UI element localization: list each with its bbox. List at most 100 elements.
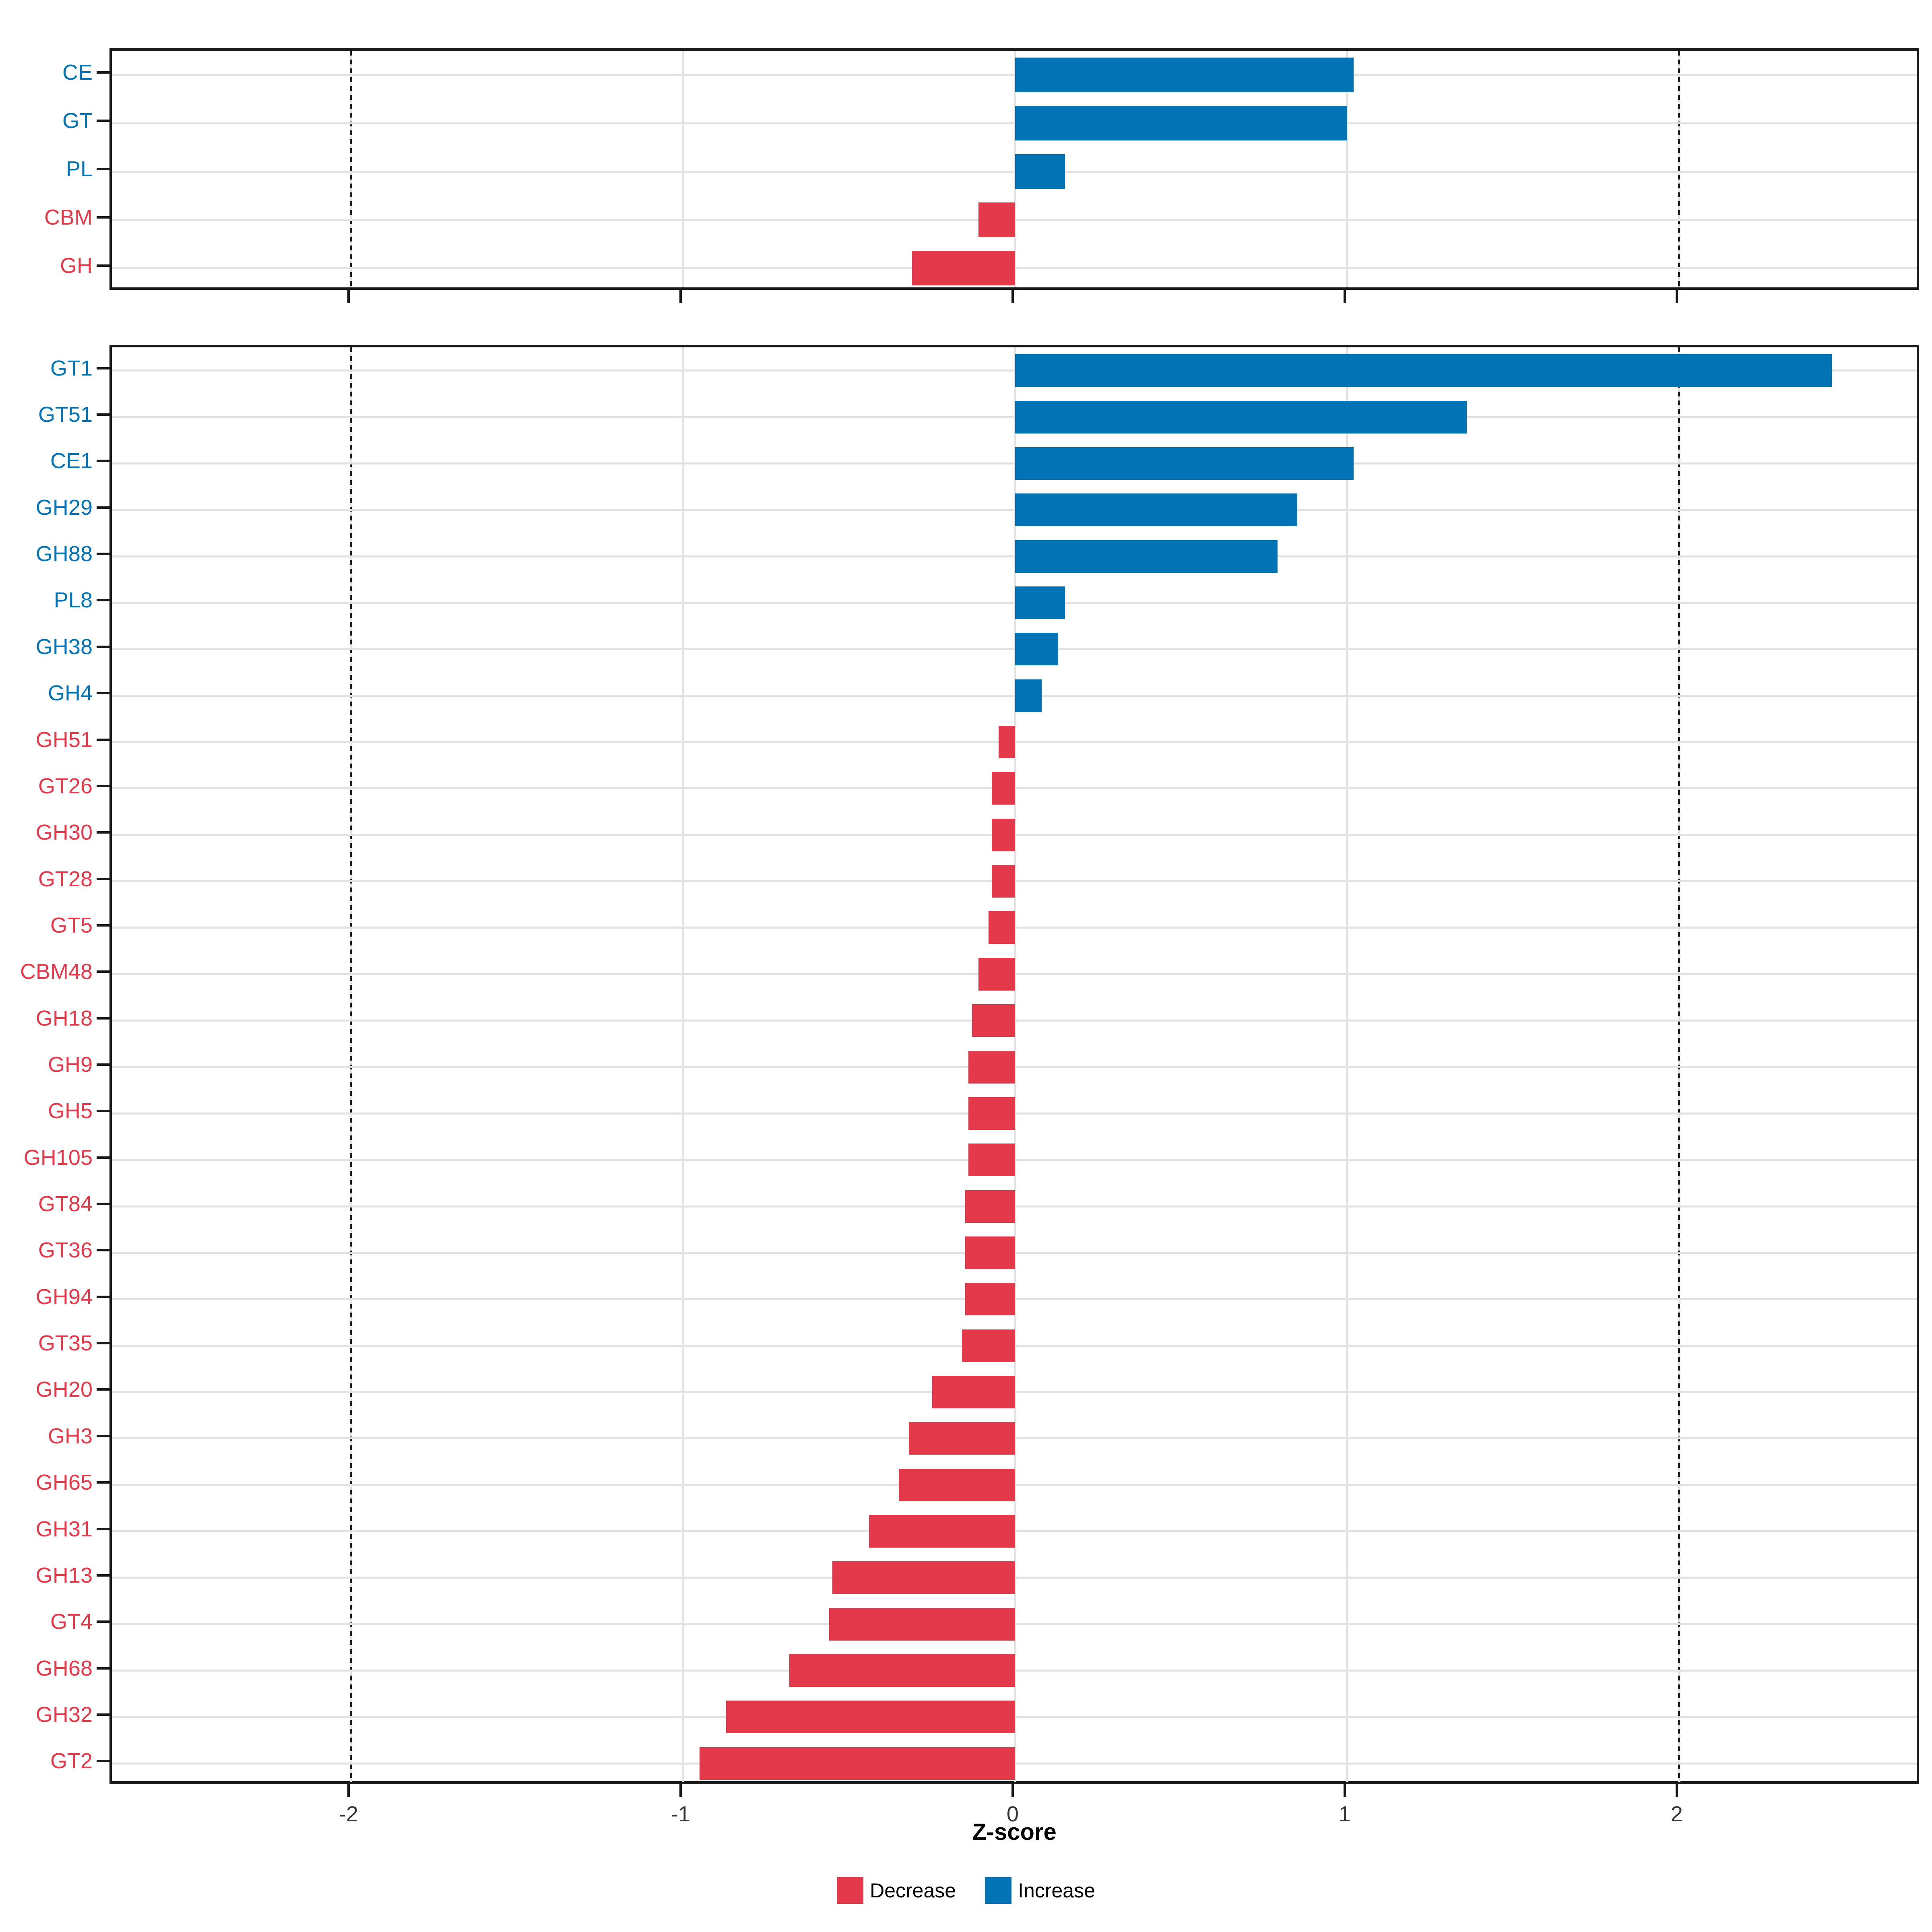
y-tick-label-CE: CE [62,60,93,85]
y-tick-label-GH9: GH9 [47,1053,93,1077]
y-tick-GT26 [97,784,109,787]
bar-GT51 [1015,400,1467,433]
y-tick-GH9 [97,1063,109,1066]
y-tick-PL8 [97,599,109,602]
y-tick-PL [97,168,109,170]
x-tick-label-0: 0 [1006,1802,1019,1826]
bar-GT28 [992,865,1015,898]
bar-CE [1015,58,1354,92]
bar-GT4 [829,1608,1015,1641]
y-tick-GH31 [97,1527,109,1530]
gridline-row-GT1 [112,369,1917,372]
bar-CE1 [1015,447,1354,480]
x-tick-2 [1675,290,1678,303]
gridline-row-PL [112,170,1917,173]
x-tick-0 [1011,1784,1014,1797]
y-tick-GH105 [97,1156,109,1159]
x-tick-label--1: -1 [671,1802,690,1826]
bar-PL [1015,154,1065,189]
y-tick-label-GH29: GH29 [35,495,93,520]
bar-GH68 [789,1654,1015,1687]
x-tick-2 [1675,1784,1678,1797]
family-panel [109,345,1919,1784]
y-tick-GH94 [97,1295,109,1298]
legend-key-decrease [837,1877,864,1904]
bar-GH94 [965,1283,1015,1316]
bar-GH [912,251,1015,285]
bar-GH9 [968,1051,1015,1084]
x-tick--1 [679,290,682,303]
bar-GH31 [869,1515,1015,1548]
bar-CBM [978,202,1015,237]
gridline-row-GH29 [112,509,1917,511]
bar-GH32 [726,1701,1015,1734]
gridline-row-GH88 [112,555,1917,557]
x-axis-title: Z-score [972,1819,1057,1845]
bar-GH30 [992,818,1015,851]
y-tick-GT51 [97,413,109,416]
bar-GT1 [1015,354,1832,387]
bar-CBM48 [978,958,1015,991]
y-tick-label-GH32: GH32 [35,1702,93,1727]
y-tick-GT2 [97,1760,109,1763]
y-tick-GH88 [97,553,109,555]
y-tick-label-CBM: CBM [44,205,93,229]
bar-GH51 [998,726,1015,759]
x-tick--2 [347,290,350,303]
y-tick-label-CBM48: CBM48 [20,960,93,984]
y-tick-GH29 [97,506,109,509]
gridline-x-0 [1013,347,1016,1782]
y-tick-GH38 [97,645,109,648]
gridline-row-GH38 [112,648,1917,650]
y-tick-GH20 [97,1388,109,1391]
y-tick-CBM48 [97,970,109,973]
y-tick-label-GT4: GT4 [50,1610,93,1634]
gridline-row-GH4 [112,694,1917,697]
bar-GT26 [992,772,1015,805]
bar-GH18 [972,1004,1015,1037]
bar-GH65 [899,1468,1015,1501]
x-tick-label-2: 2 [1670,1802,1683,1826]
gridline-x--1 [681,51,684,287]
y-tick-label-GT1: GT1 [50,356,93,380]
dashed-reference-line-2 [1678,347,1680,1782]
y-tick-GT [97,120,109,122]
gridline-row-GT51 [112,416,1917,418]
y-tick-label-GH4: GH4 [47,681,93,706]
x-tick-label-1: 1 [1338,1802,1351,1826]
y-tick-GH18 [97,1017,109,1020]
x-tick--1 [679,1784,682,1797]
y-tick-label-GH51: GH51 [35,727,93,752]
bar-GT [1015,106,1347,140]
y-tick-GT35 [97,1342,109,1345]
y-tick-CBM [97,216,109,219]
dashed-reference-line--2 [350,347,352,1782]
y-tick-label-GH31: GH31 [35,1517,93,1541]
y-tick-GH30 [97,831,109,834]
bar-GT84 [965,1190,1015,1223]
y-tick-label-GT36: GT36 [38,1238,93,1263]
dashed-reference-line-2 [1678,51,1680,287]
bar-GH20 [932,1375,1015,1408]
bar-GH105 [968,1144,1015,1177]
legend-label-increase: Increase [1018,1879,1095,1902]
y-tick-GT28 [97,877,109,880]
y-tick-GH13 [97,1574,109,1577]
bar-GH3 [908,1422,1015,1455]
legend-key-increase [985,1877,1012,1904]
y-tick-label-GT84: GT84 [38,1192,93,1216]
y-tick-label-GH3: GH3 [47,1424,93,1448]
x-tick-0 [1011,290,1014,303]
bar-GH38 [1015,633,1059,666]
y-tick-GT36 [97,1249,109,1252]
y-tick-GH4 [97,692,109,695]
gridline-row-CE [112,74,1917,76]
y-tick-CE1 [97,460,109,462]
x-tick--2 [347,1784,350,1797]
y-tick-label-PL8: PL8 [54,588,93,613]
y-tick-GH5 [97,1110,109,1113]
gridline-x-1 [1346,51,1348,287]
bar-GH13 [832,1561,1015,1594]
bar-GH29 [1015,493,1298,526]
x-tick-1 [1343,1784,1346,1797]
